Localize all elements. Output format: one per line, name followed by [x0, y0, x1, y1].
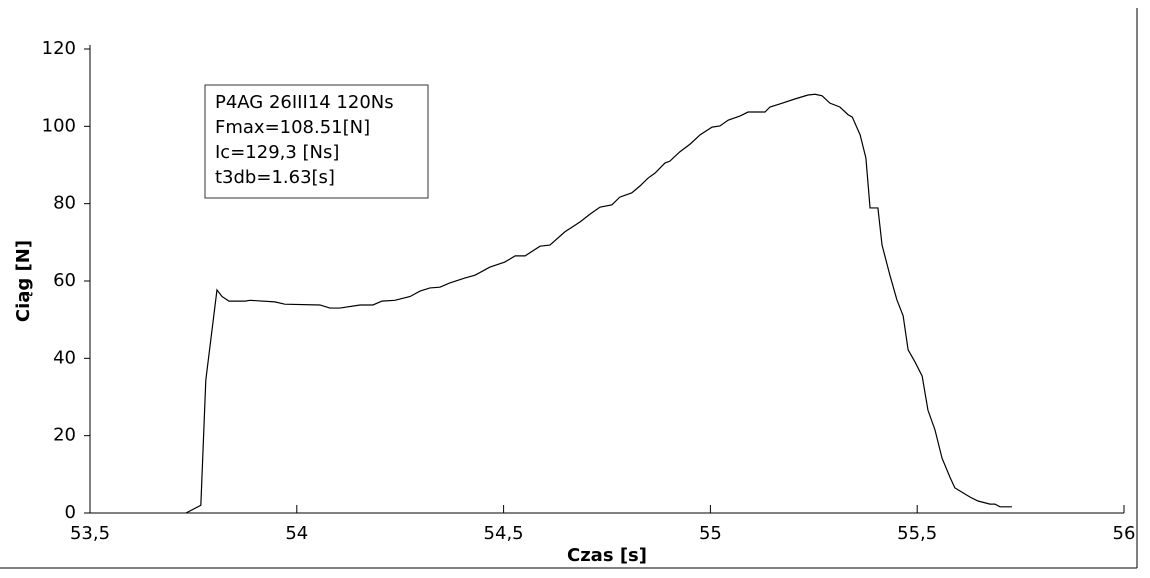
- y-tick-label: 100: [42, 115, 76, 136]
- x-tick-label: 55,5: [897, 523, 937, 544]
- y-tick-label: 20: [53, 425, 76, 446]
- y-tick-label: 60: [53, 270, 76, 291]
- y-tick-label: 40: [53, 347, 76, 368]
- data-line: [185, 93, 1012, 514]
- x-axis-title: Czas [s]: [567, 545, 647, 566]
- y-axis-title: Ciąg [N]: [13, 240, 34, 322]
- y-tick-label: 120: [42, 38, 76, 59]
- annotation-line: t3db=1.63[s]: [215, 167, 335, 188]
- x-tick-label: 56: [1113, 523, 1136, 544]
- y-tick-label: 80: [53, 193, 76, 214]
- annotation-line: Ic=129,3 [Ns]: [215, 142, 339, 163]
- annotation-line: Fmax=108.51[N]: [215, 117, 370, 138]
- annotation-line: P4AG 26III14 120Ns: [215, 92, 394, 113]
- y-tick-label: 0: [65, 502, 76, 523]
- x-tick-label: 55: [699, 523, 722, 544]
- x-tick-label: 54: [285, 523, 308, 544]
- x-tick-label: 53,5: [70, 523, 110, 544]
- x-tick-label: 54,5: [484, 523, 524, 544]
- annotation-box: [204, 84, 429, 199]
